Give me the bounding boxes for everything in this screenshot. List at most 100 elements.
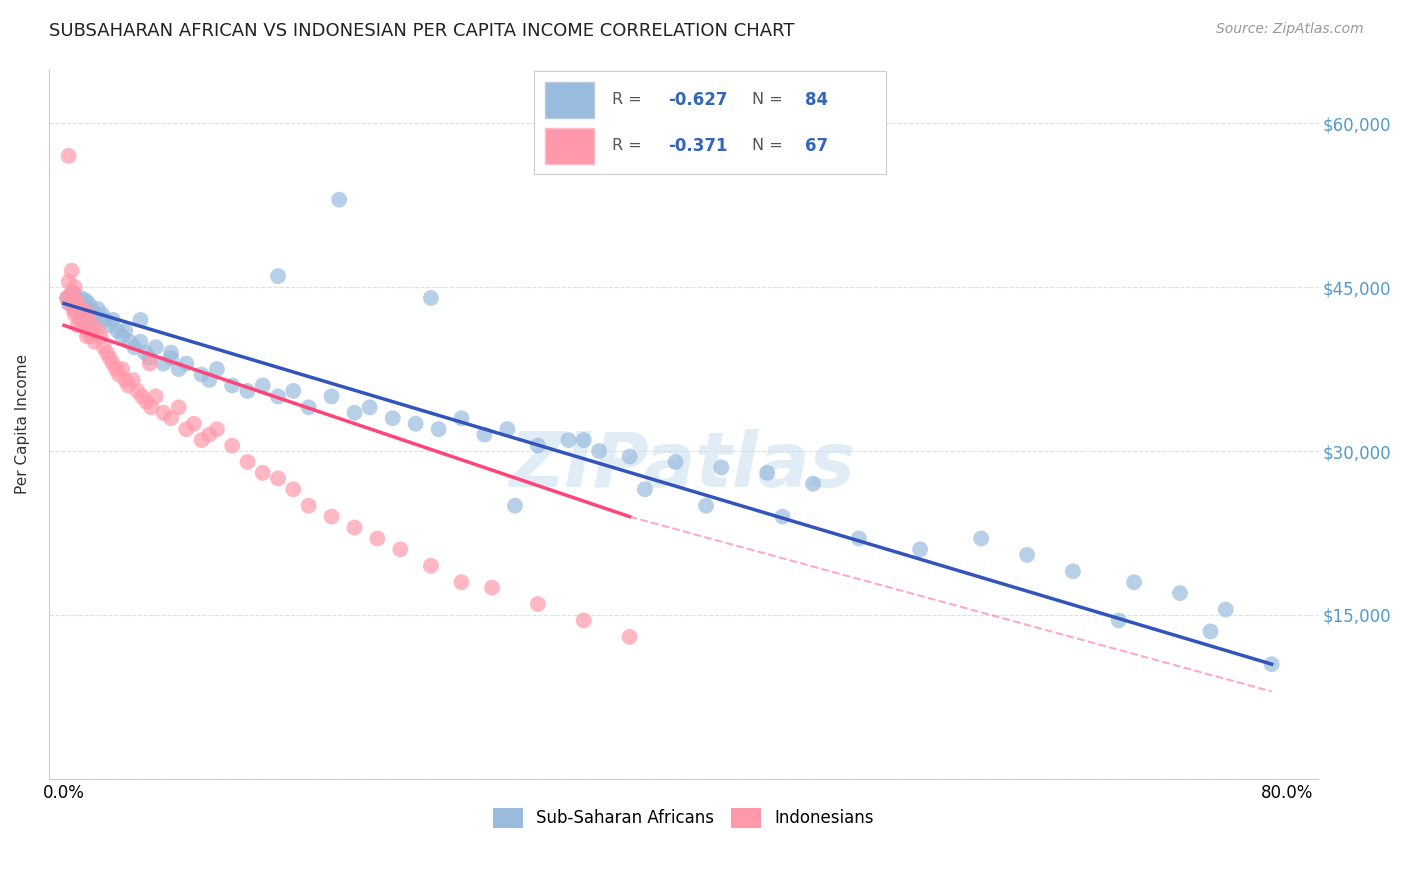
Point: [801, 476, 824, 491]
Point: [419, 291, 441, 305]
Text: -0.627: -0.627: [668, 91, 727, 109]
Point: [75, 293, 97, 308]
Point: [86, 301, 108, 316]
Point: [94, 313, 117, 327]
Point: [101, 313, 124, 327]
Point: [176, 422, 198, 436]
Point: [160, 411, 183, 425]
Point: [198, 427, 221, 442]
Point: [129, 334, 152, 349]
Point: [298, 499, 321, 513]
Point: [108, 368, 131, 382]
Point: [77, 307, 100, 321]
Point: [321, 389, 343, 403]
Point: [756, 466, 779, 480]
Point: [450, 575, 472, 590]
Point: [58, 296, 80, 310]
Point: [114, 324, 136, 338]
Point: [1260, 657, 1282, 672]
Point: [283, 384, 305, 398]
Point: [267, 389, 290, 403]
Point: [1199, 624, 1222, 639]
Point: [121, 373, 143, 387]
Point: [619, 630, 641, 644]
Point: [60, 263, 83, 277]
Point: [221, 439, 243, 453]
Point: [98, 318, 121, 333]
Point: [117, 378, 139, 392]
Point: [190, 433, 212, 447]
Point: [252, 466, 274, 480]
Text: R =: R =: [612, 92, 647, 107]
Point: [79, 324, 101, 338]
Point: [59, 289, 82, 303]
Point: [1168, 586, 1191, 600]
Point: [145, 389, 167, 403]
Point: [80, 301, 103, 316]
Point: [73, 318, 96, 333]
Point: [419, 558, 441, 573]
Point: [205, 422, 228, 436]
Point: [1062, 564, 1084, 578]
Text: R =: R =: [612, 138, 647, 153]
Point: [503, 499, 526, 513]
Point: [65, 291, 87, 305]
Point: [66, 318, 89, 333]
Point: [405, 417, 427, 431]
Point: [60, 293, 83, 308]
Point: [167, 362, 190, 376]
Point: [1123, 575, 1146, 590]
Point: [343, 520, 366, 534]
Point: [1108, 614, 1130, 628]
Point: [124, 340, 146, 354]
Point: [67, 301, 90, 316]
Point: [427, 422, 450, 436]
Point: [205, 362, 228, 376]
Point: [91, 307, 114, 321]
Point: [198, 373, 221, 387]
Point: [82, 313, 104, 327]
Point: [66, 307, 89, 321]
Point: [58, 149, 80, 163]
Point: [328, 193, 350, 207]
Point: [66, 296, 89, 310]
Point: [127, 384, 149, 398]
Point: [93, 340, 115, 354]
Point: [129, 313, 152, 327]
Point: [70, 313, 93, 327]
Point: [572, 614, 595, 628]
Point: [79, 307, 101, 321]
Text: N =: N =: [752, 138, 789, 153]
Point: [56, 291, 79, 305]
Point: [221, 378, 243, 392]
Point: [65, 293, 87, 308]
Point: [63, 280, 86, 294]
Point: [366, 532, 388, 546]
Point: [67, 296, 90, 310]
Point: [283, 483, 305, 497]
Point: [118, 334, 141, 349]
Point: [527, 597, 550, 611]
Point: [83, 334, 105, 349]
Point: [527, 439, 550, 453]
Point: [82, 318, 104, 333]
Point: [1015, 548, 1038, 562]
Point: [848, 532, 870, 546]
Point: [59, 296, 82, 310]
Point: [160, 345, 183, 359]
Point: [252, 378, 274, 392]
Point: [298, 401, 321, 415]
Point: [114, 373, 136, 387]
Point: [56, 291, 79, 305]
Point: [83, 318, 105, 333]
Point: [450, 411, 472, 425]
Point: [131, 389, 153, 403]
Point: [145, 340, 167, 354]
Point: [63, 301, 86, 316]
Point: [73, 300, 96, 314]
Point: [1215, 602, 1237, 616]
Point: [77, 296, 100, 310]
Point: [619, 450, 641, 464]
Point: [63, 307, 86, 321]
Point: [75, 304, 97, 318]
